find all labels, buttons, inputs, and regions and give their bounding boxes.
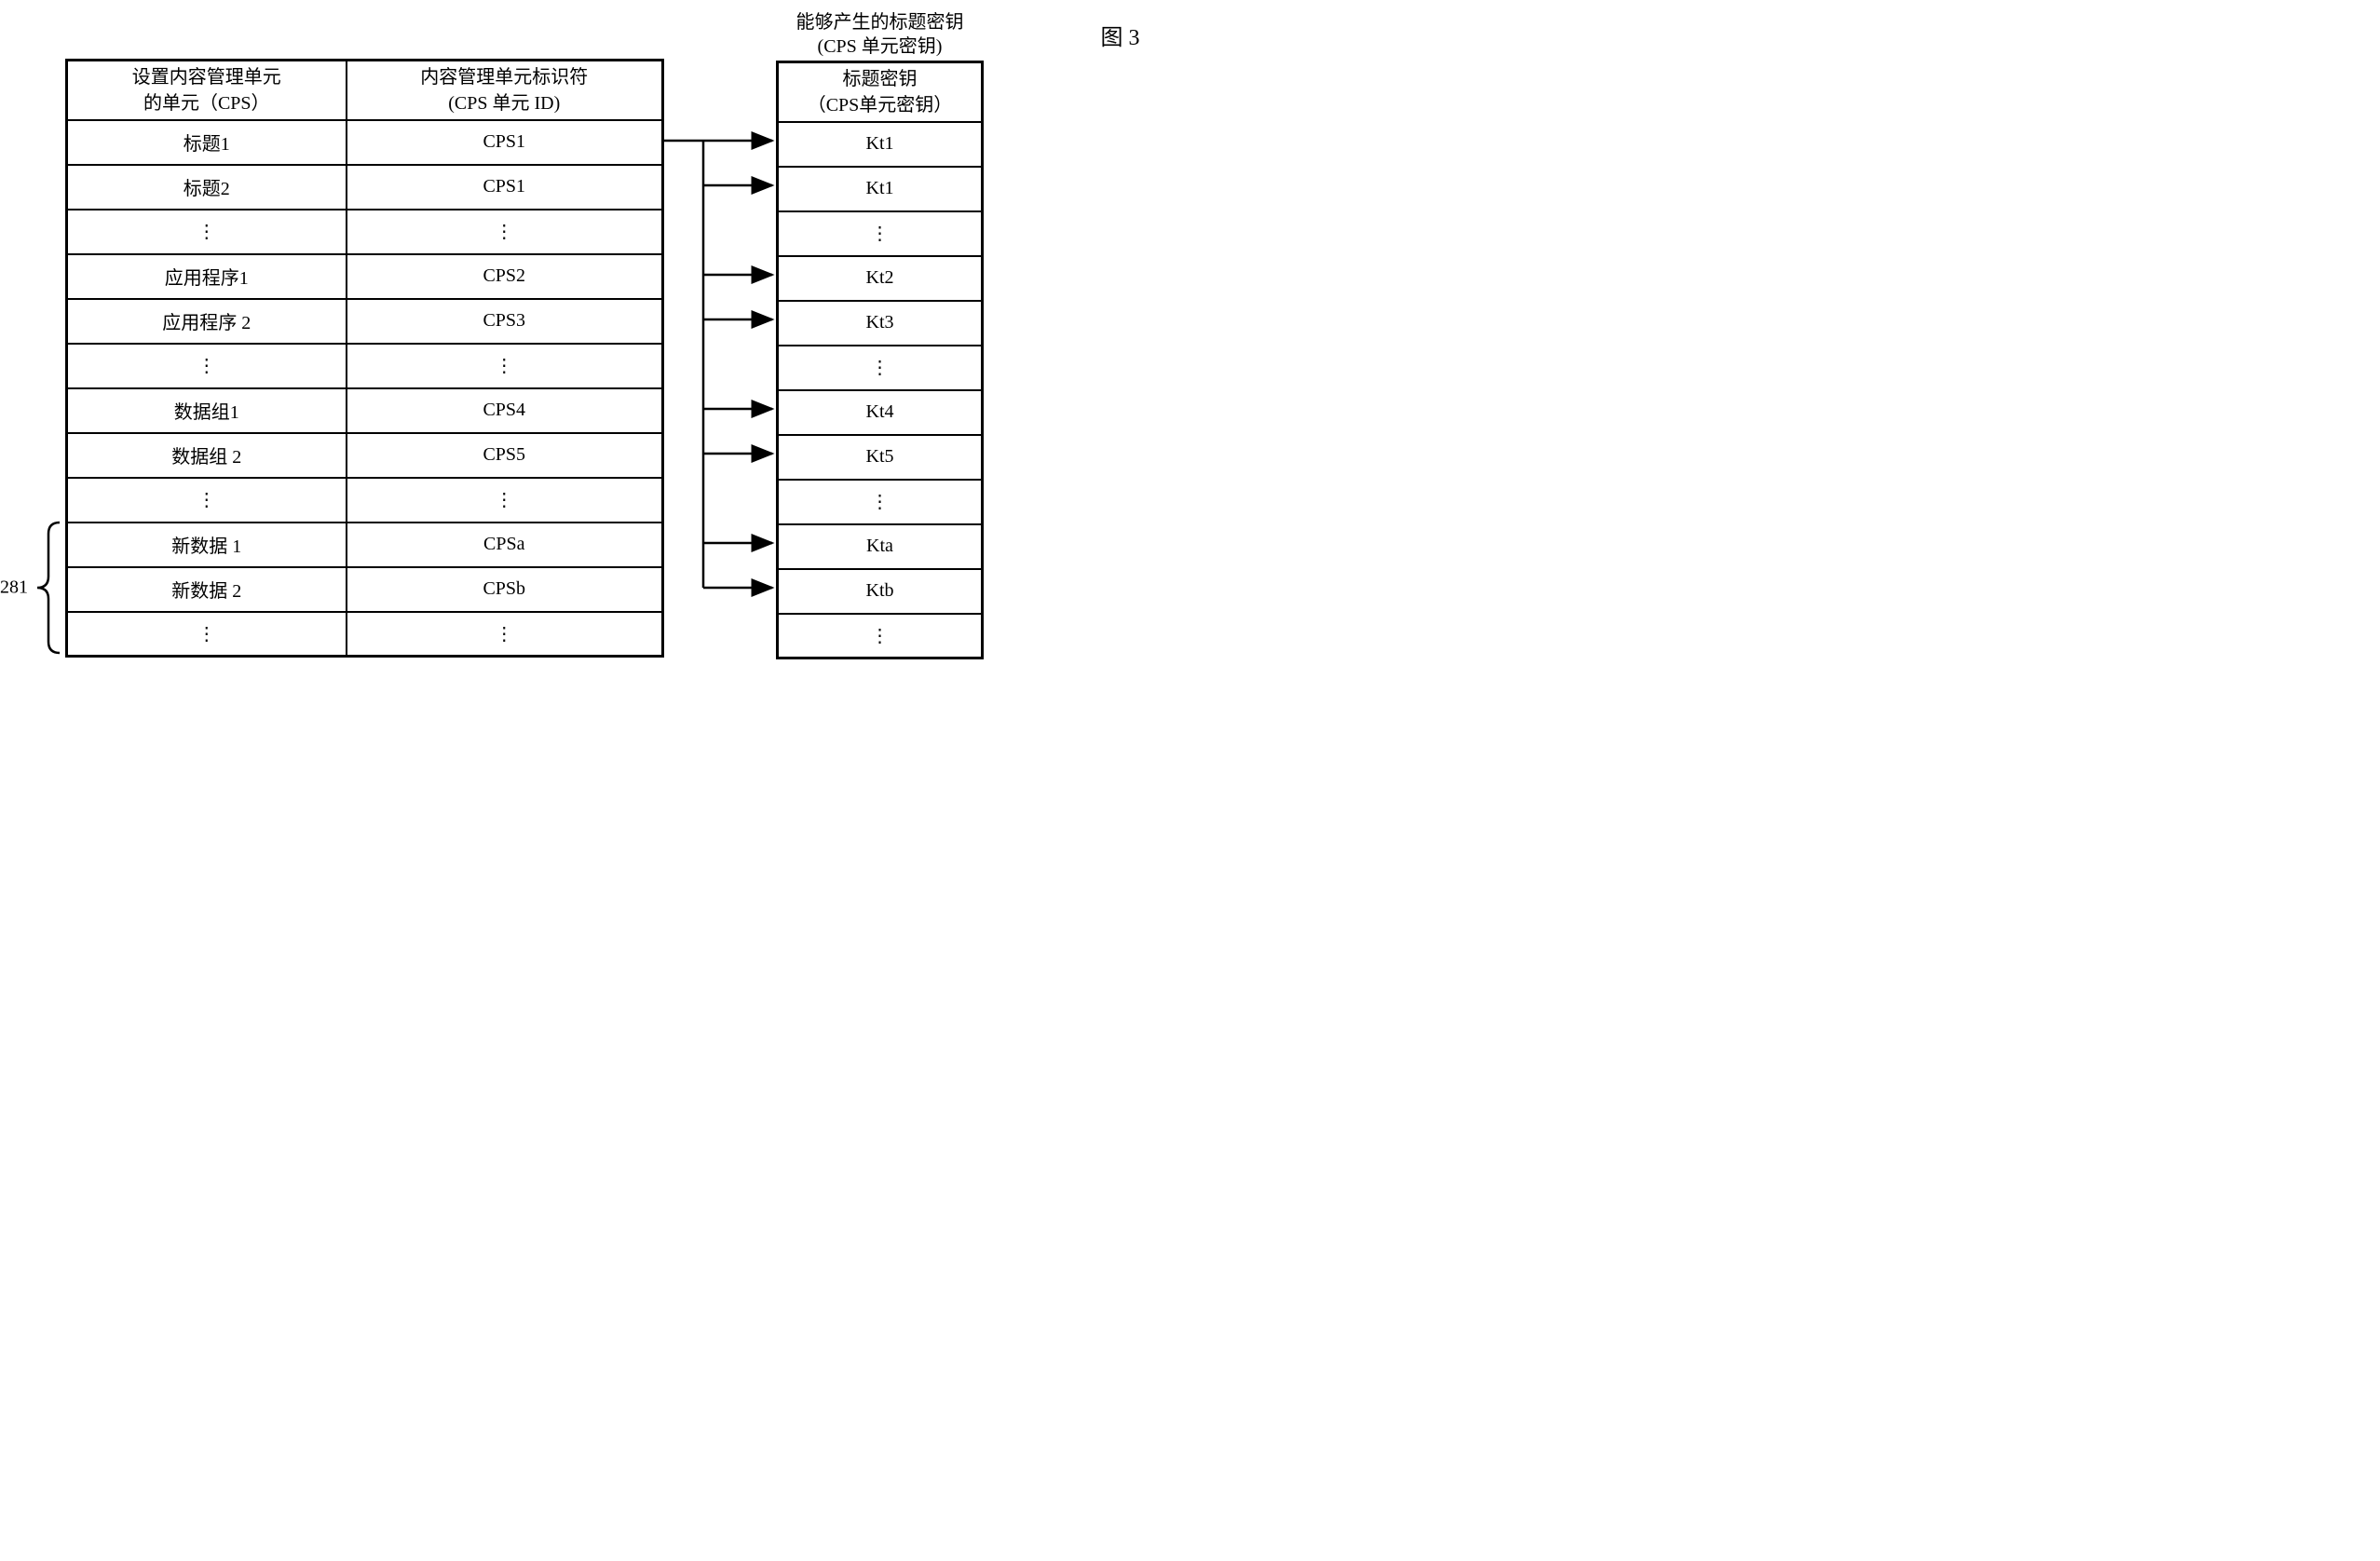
arrows-svg — [664, 59, 776, 659]
main-header-col1-line2: 的单元（CPS） — [143, 93, 270, 114]
key-cell: Kt4 — [778, 390, 983, 435]
table-row: ⋮ — [778, 480, 983, 524]
key-header: 标题密钥 （CPS单元密钥） — [778, 62, 983, 122]
id-cell: CPS5 — [347, 433, 663, 478]
key-cell: Kta — [778, 524, 983, 569]
table-row: ⋮ — [778, 211, 983, 256]
main-header-col1-line1: 设置内容管理单元 — [132, 67, 281, 88]
id-cell: ⋮ — [347, 344, 663, 388]
table-row: ⋮⋮ — [67, 210, 663, 254]
unit-cell: ⋮ — [67, 478, 347, 523]
table-row: ⋮ — [778, 614, 983, 658]
arrow-column — [664, 59, 776, 659]
table-row: Kt1 — [778, 122, 983, 167]
table-row: Ktb — [778, 569, 983, 614]
table-row: Kt4 — [778, 390, 983, 435]
main-header-col2-line1: 内容管理单元标识符 — [420, 67, 588, 88]
table-row: 应用程序 2CPS3 — [67, 299, 663, 344]
unit-cell: 新数据 1 — [67, 523, 347, 567]
key-super-title-line1: 能够产生的标题密钥 — [796, 12, 964, 33]
unit-cell: 应用程序1 — [67, 254, 347, 299]
unit-cell: 应用程序 2 — [67, 299, 347, 344]
key-table: 标题密钥 （CPS单元密钥） Kt1Kt1⋮Kt2Kt3⋮Kt4Kt5⋮KtaK… — [776, 61, 984, 659]
main-header-col1: 设置内容管理单元 的单元（CPS） — [67, 61, 347, 120]
diagram-root: 281 设置内容管理单元 的单元（CPS） 内容管理单元标识符 (CPS 单元 … — [65, 59, 2361, 659]
id-cell: CPS2 — [347, 254, 663, 299]
id-cell: CPSb — [347, 567, 663, 612]
key-super-title: 能够产生的标题密钥 (CPS 单元密钥) — [796, 10, 964, 59]
table-row: 标题1CPS1 — [67, 120, 663, 165]
key-cell: Kt1 — [778, 167, 983, 211]
figure-title: 图 3 — [0, 19, 2361, 51]
key-cell: Ktb — [778, 569, 983, 614]
key-cell: ⋮ — [778, 346, 983, 390]
key-header-line1: 标题密钥 — [843, 69, 918, 89]
unit-cell: ⋮ — [67, 210, 347, 254]
table-row: Kt2 — [778, 256, 983, 301]
unit-cell: 数据组 2 — [67, 433, 347, 478]
unit-cell: 数据组1 — [67, 388, 347, 433]
id-cell: ⋮ — [347, 478, 663, 523]
key-table-wrap: 能够产生的标题密钥 (CPS 单元密钥) 标题密钥 （CPS单元密钥） Kt1K… — [776, 59, 984, 659]
brace-group: 281 — [6, 521, 61, 655]
key-header-line2: （CPS单元密钥） — [808, 95, 953, 115]
table-row: 新数据 1CPSa — [67, 523, 663, 567]
id-cell: CPS1 — [347, 165, 663, 210]
key-cell: ⋮ — [778, 614, 983, 658]
key-cell: Kt2 — [778, 256, 983, 301]
brace-label: 281 — [0, 577, 28, 599]
id-cell: CPS1 — [347, 120, 663, 165]
id-cell: CPS3 — [347, 299, 663, 344]
main-header-col2: 内容管理单元标识符 (CPS 单元 ID) — [347, 61, 663, 120]
main-table-header-row: 设置内容管理单元 的单元（CPS） 内容管理单元标识符 (CPS 单元 ID) — [67, 61, 663, 120]
table-row: 应用程序1CPS2 — [67, 254, 663, 299]
table-row: Kt1 — [778, 167, 983, 211]
table-row: Kt3 — [778, 301, 983, 346]
id-cell: CPSa — [347, 523, 663, 567]
table-row: Kt5 — [778, 435, 983, 480]
key-cell: ⋮ — [778, 480, 983, 524]
main-table-wrap: 281 设置内容管理单元 的单元（CPS） 内容管理单元标识符 (CPS 单元 … — [65, 59, 664, 658]
unit-cell: ⋮ — [67, 344, 347, 388]
table-row: 标题2CPS1 — [67, 165, 663, 210]
table-row: Kta — [778, 524, 983, 569]
table-row: ⋮⋮ — [67, 344, 663, 388]
id-cell: ⋮ — [347, 210, 663, 254]
id-cell: ⋮ — [347, 612, 663, 657]
unit-cell: 标题1 — [67, 120, 347, 165]
table-row: ⋮ — [778, 346, 983, 390]
key-cell: ⋮ — [778, 211, 983, 256]
main-header-col2-line2: (CPS 单元 ID) — [448, 93, 560, 114]
table-row: 新数据 2CPSb — [67, 567, 663, 612]
table-row: ⋮⋮ — [67, 478, 663, 523]
key-table-header-row: 标题密钥 （CPS单元密钥） — [778, 62, 983, 122]
unit-cell: ⋮ — [67, 612, 347, 657]
table-row: 数据组 2CPS5 — [67, 433, 663, 478]
key-super-title-line2: (CPS 单元密钥) — [818, 36, 943, 57]
key-cell: Kt3 — [778, 301, 983, 346]
table-row: 数据组1CPS4 — [67, 388, 663, 433]
id-cell: CPS4 — [347, 388, 663, 433]
key-cell: Kt5 — [778, 435, 983, 480]
unit-cell: 新数据 2 — [67, 567, 347, 612]
main-table: 设置内容管理单元 的单元（CPS） 内容管理单元标识符 (CPS 单元 ID) … — [65, 59, 664, 658]
brace-icon — [34, 521, 61, 655]
table-row: ⋮⋮ — [67, 612, 663, 657]
unit-cell: 标题2 — [67, 165, 347, 210]
key-cell: Kt1 — [778, 122, 983, 167]
